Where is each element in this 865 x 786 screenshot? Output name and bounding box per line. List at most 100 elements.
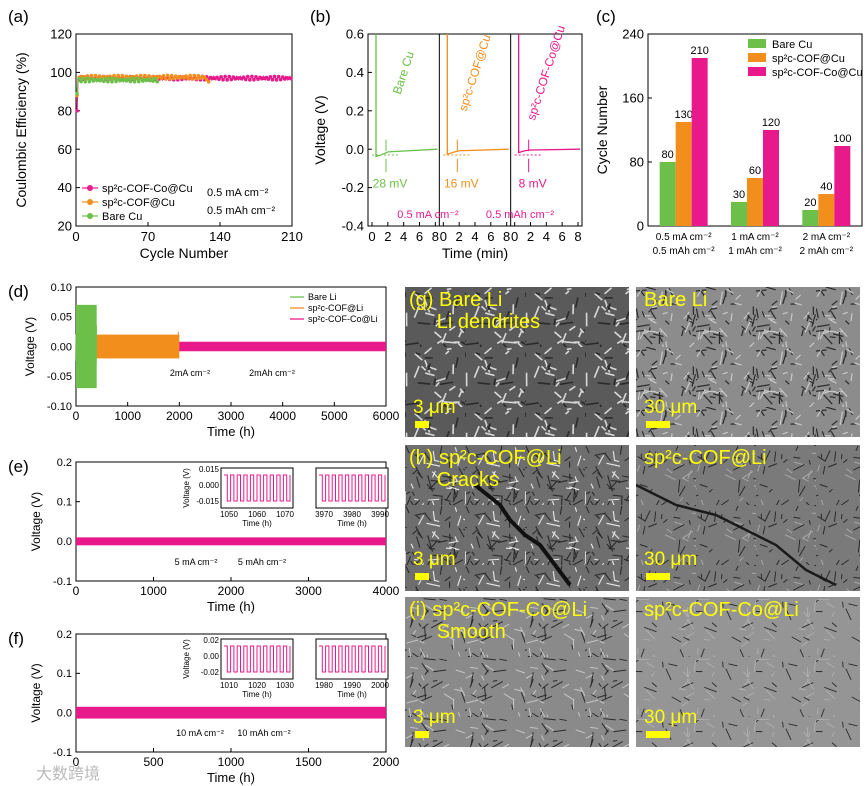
x-tick-label: 3000	[218, 409, 245, 423]
series-name: sp²c-COF@Cu	[456, 33, 494, 113]
scale-label: 3 μm	[413, 707, 456, 728]
data-point	[75, 91, 79, 96]
scale-bar	[415, 573, 429, 580]
x-tick-label: 500	[143, 755, 163, 769]
data-point	[169, 73, 174, 78]
sem-texture	[405, 287, 629, 437]
x-axis-label: Time (h)	[207, 770, 255, 785]
inset-x-label: Time (h)	[242, 690, 272, 699]
x-tick-label: 2000	[166, 409, 193, 423]
x-tick-label: 0	[73, 409, 80, 423]
y-tick-label: 0.0	[57, 536, 72, 548]
data-point	[108, 76, 112, 81]
x-tick-label: 2	[527, 229, 534, 244]
overpotential-label: 28 mV	[373, 177, 408, 191]
bar-value-label: 80	[662, 149, 674, 161]
legend-entry: Bare Cu	[102, 211, 142, 223]
x-tick-label: 140	[209, 229, 231, 244]
legend-entry: sp²c-COF-Co@Cu	[772, 67, 863, 79]
x-tick-label: 70	[141, 229, 155, 244]
y-tick-label: 0.1	[57, 497, 72, 509]
sem-texture	[405, 597, 629, 747]
data-point	[184, 74, 188, 78]
legend-swatch	[748, 67, 766, 76]
data-point	[241, 75, 246, 79]
cycling-band	[76, 706, 386, 719]
x-tick-label: 2	[456, 229, 463, 244]
inset-x-tick: 3970	[315, 510, 333, 519]
legend-swatch	[748, 53, 766, 62]
bar	[747, 178, 763, 226]
series-name: Bare Cu	[390, 50, 417, 96]
x-tick-label: 1500	[295, 755, 322, 769]
data-point	[104, 76, 108, 81]
bar	[818, 194, 835, 226]
y-tick-label: 0.0	[346, 142, 364, 157]
inset-trace	[319, 474, 386, 502]
x-tick-label: 2000	[373, 755, 400, 769]
annotation: 5 mAh cm⁻²	[238, 557, 286, 567]
inset-y-tick: 0.015	[199, 465, 220, 474]
annotation: 0.5 mA cm⁻²	[207, 187, 269, 199]
y-tick-label: -0.05	[47, 371, 72, 383]
data-point	[248, 78, 252, 82]
data-point	[106, 79, 110, 84]
scale-bar	[646, 731, 670, 738]
data-point	[136, 79, 141, 84]
data-point	[167, 77, 172, 81]
x-tick-label: 8	[432, 229, 439, 244]
bar	[675, 122, 692, 226]
data-point	[132, 80, 137, 84]
sem-h-right-label: sp²c-COF@Li	[644, 447, 767, 469]
data-point	[112, 76, 116, 81]
overpotential-label: 16 mV	[444, 177, 479, 191]
data-point	[85, 76, 90, 81]
sem-i-left-label: (i) sp²c-COF-Co@Li Smooth	[409, 599, 588, 643]
y-tick-label: 0	[637, 219, 644, 234]
scale-label: 3 μm	[413, 549, 456, 570]
legend-marker	[87, 199, 93, 205]
inset-x-tick: 1060	[248, 510, 266, 519]
y-tick-label: 240	[622, 27, 644, 42]
data-point	[130, 76, 135, 81]
category-label: 0.5 mAh cm⁻²	[653, 246, 716, 257]
panel-label: (f)	[8, 629, 24, 648]
category-label: 1 mA cm⁻²	[731, 232, 779, 243]
data-point	[252, 77, 256, 82]
inset-x-tick: 1990	[343, 681, 361, 690]
legend-swatch	[748, 39, 766, 48]
data-point	[227, 74, 232, 79]
sem-g-right-label: Bare Li	[644, 289, 708, 311]
annotation: 0.5 mAh cm⁻²	[207, 205, 275, 217]
y-axis-label: Voltage (V)	[312, 95, 328, 164]
y-tick-label: 120	[50, 27, 72, 42]
inset-trace	[224, 474, 291, 502]
inset-y-label: Voltage (V)	[182, 639, 191, 679]
data-point	[276, 74, 281, 79]
inset-y-label: Voltage (V)	[182, 468, 191, 508]
y-axis-label: Voltage (V)	[23, 317, 37, 376]
x-tick-label: 0	[73, 755, 80, 769]
legend-entry: Bare Li	[308, 292, 337, 302]
data-point	[101, 79, 106, 84]
x-axis-label: Time (h)	[207, 424, 255, 439]
cycling-band	[76, 334, 180, 359]
sem-texture	[636, 287, 860, 437]
data-point	[266, 77, 271, 81]
data-point	[274, 78, 279, 82]
data-point	[134, 76, 139, 81]
bar-value-label: 60	[749, 165, 761, 177]
y-tick-label: 20	[58, 219, 72, 234]
data-point	[186, 76, 190, 81]
x-tick-label: 4	[400, 229, 407, 244]
category-label: 0.5 mA cm⁻²	[656, 232, 713, 243]
data-point	[151, 79, 155, 83]
bar	[731, 202, 747, 226]
data-point	[116, 73, 120, 78]
y-axis-label: Cycle Number	[594, 85, 610, 174]
data-point	[161, 73, 166, 78]
x-tick-label: 4	[471, 229, 478, 244]
inset-x-tick: 1010	[220, 681, 238, 690]
series-name: sp²c-COF-Co@Cu	[524, 24, 568, 122]
x-tick-label: 3000	[295, 584, 322, 598]
